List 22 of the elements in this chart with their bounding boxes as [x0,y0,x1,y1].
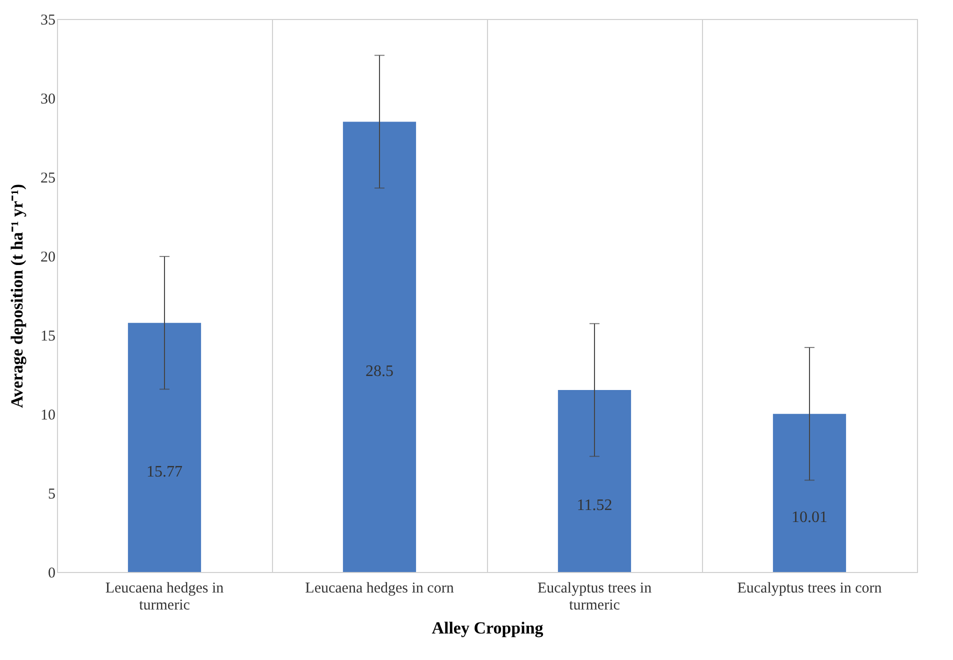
y-tick-label: 5 [48,486,56,502]
y-tick-label: 0 [48,566,56,582]
y-axis-title: Average deposition (t ha⁻¹ yr⁻¹) [8,184,26,408]
y-tick-label: 15 [40,328,56,344]
x-tick-label: Eucalyptus trees in turmeric [537,580,652,614]
data-label: 28.5 [366,362,394,380]
bar [558,390,632,572]
data-label: 11.52 [576,496,612,514]
data-label: 10.01 [792,508,828,526]
bar [342,122,416,572]
bar [772,414,846,572]
x-tick-label: Eucalyptus trees in corn [737,580,882,596]
y-tick-label: 35 [40,12,56,28]
y-tick-label: 30 [40,92,56,108]
y-tick-label: 10 [40,408,56,424]
data-label: 15.77 [146,463,182,480]
x-tick-label: Leucaena hedges in corn [305,580,454,596]
bar [128,322,202,572]
x-tick-label: Leucaena hedges in turmeric [105,580,224,614]
y-tick-label: 20 [40,250,56,266]
x-axis-title: Alley Cropping [432,618,544,638]
y-tick-label: 25 [40,170,56,186]
